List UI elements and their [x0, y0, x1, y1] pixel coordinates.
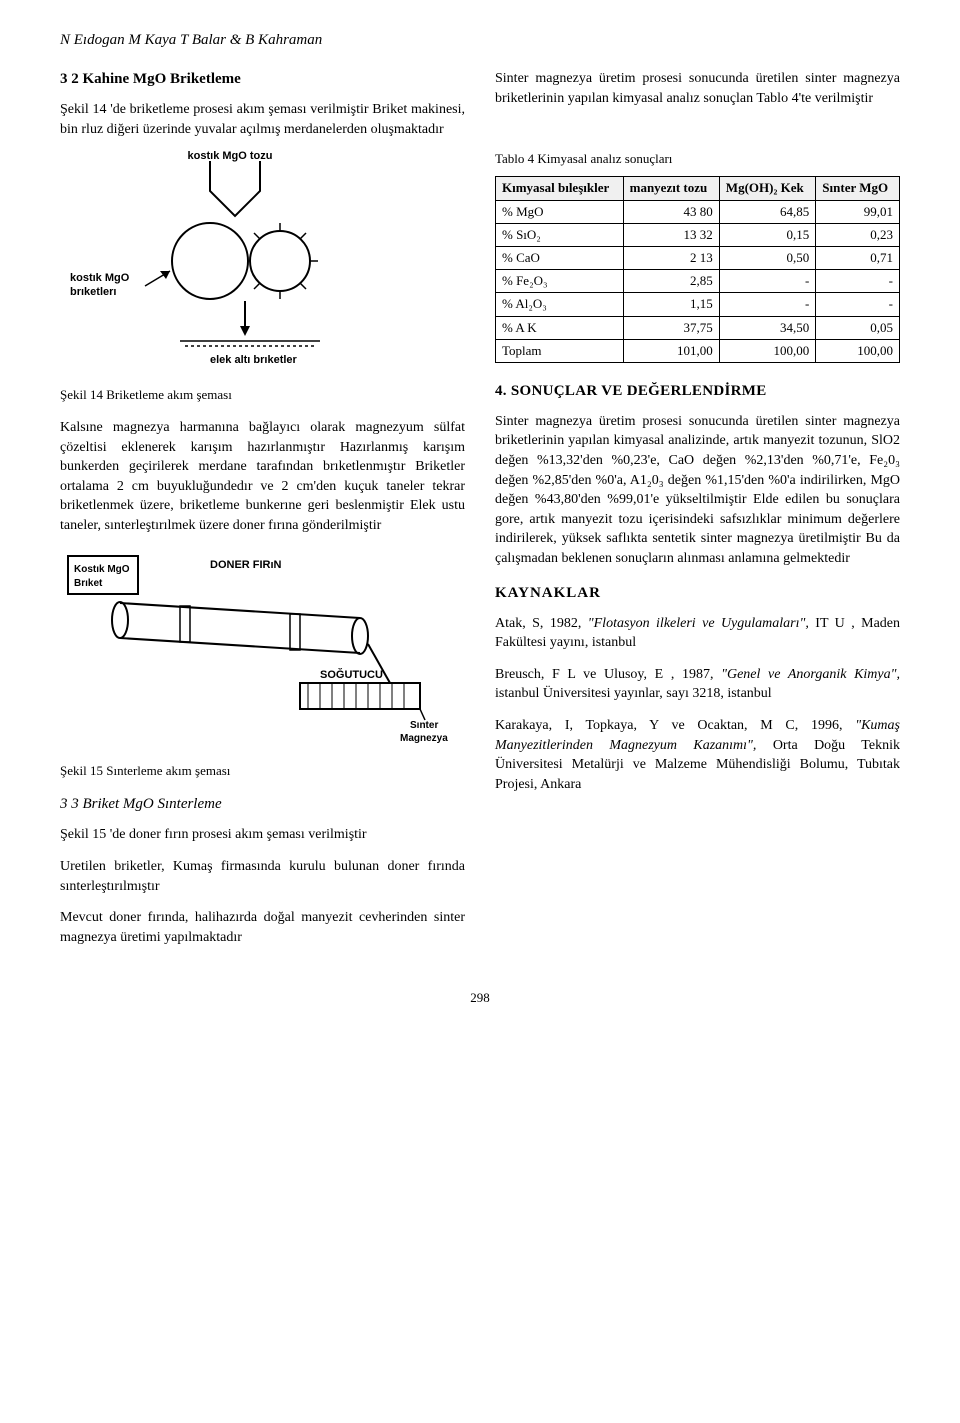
fig14-label-left-2: brıketlerı [70, 286, 116, 298]
table-row: % A K37,7534,500,05 [496, 316, 900, 339]
author-line: N Eıdogan M Kaya T Balar & B Kahraman [60, 30, 900, 51]
table-cell: 37,75 [623, 316, 719, 339]
ref-italic: "Genel ve Anorganik Kimya", [721, 667, 900, 682]
figure-15-caption: Şekil 15 Sınterleme akım şeması [60, 762, 465, 780]
ref-text: Karakaya, I, Topkaya, Y ve Ocaktan, M C,… [495, 718, 855, 733]
left-paragraph-3: Şekil 15 'de doner fırın prosesi akım şe… [60, 825, 465, 845]
table-cell: % Fe₂O₃ [496, 270, 624, 293]
table-header-row: Kımyasal bıleşıkler manyezıt tozu Mg(OH)… [496, 177, 900, 200]
table-cell: 100,00 [816, 339, 900, 362]
table-cell: 34,50 [719, 316, 816, 339]
table-header-cell: Mg(OH)₂ Kek [719, 177, 816, 200]
table-cell: 101,00 [623, 339, 719, 362]
figure-14: kostık MgO tozu kostık MgO brıketlerı [60, 151, 465, 378]
ref-text: Breusch, F L ve Ulusoy, E , 1987, [495, 667, 721, 682]
fig15-out-2: Magnezya [400, 733, 448, 744]
fig15-out-1: Sınter [410, 720, 438, 731]
reference-1: Atak, S, 1982, "Flotasyon ilkeleri ve Uy… [495, 614, 900, 653]
table-cell: 1,15 [623, 293, 719, 316]
fig14-label-left-1: kostık MgO [70, 272, 130, 284]
page-number: 298 [60, 989, 900, 1007]
table-cell: % Al₂O₃ [496, 293, 624, 316]
table-row: % Fe₂O₃2,85-- [496, 270, 900, 293]
table-cell: 100,00 [719, 339, 816, 362]
right-paragraph-1: Sinter magnezya üretim prosesi sonucunda… [495, 69, 900, 108]
table-cell: % SıO₂ [496, 223, 624, 246]
table-row: % SıO₂13 320,150,23 [496, 223, 900, 246]
ref-italic: "Flotasyon ilkeleri ve Uygulamaları", [588, 616, 809, 631]
table-row: % CaO2 130,500,71 [496, 246, 900, 269]
table-cell: 2,85 [623, 270, 719, 293]
right-paragraph-2: Sinter magnezya üretim prosesi sonucunda… [495, 412, 900, 569]
table-cell: Toplam [496, 339, 624, 362]
table-cell: 13 32 [623, 223, 719, 246]
left-paragraph-5: Mevcut doner fırında, halihazırda doğal … [60, 908, 465, 947]
reference-2: Breusch, F L ve Ulusoy, E , 1987, "Genel… [495, 665, 900, 704]
table-cell: - [816, 270, 900, 293]
table-4: Kımyasal bıleşıkler manyezıt tozu Mg(OH)… [495, 176, 900, 363]
table-cell: 2 13 [623, 246, 719, 269]
table-header-cell: Sınter MgO [816, 177, 900, 200]
fig14-label-top: kostık MgO tozu [188, 151, 273, 162]
left-column: 3 2 Kahine MgO Briketleme Şekil 14 'de b… [60, 69, 465, 959]
table-cell: 0,23 [816, 223, 900, 246]
section-4-title: 4. SONUÇLAR VE DEĞERLENDİRME [495, 381, 900, 402]
section-3-3-title: 3 3 Briket MgO Sınterleme [60, 794, 465, 815]
table-cell: % MgO [496, 200, 624, 223]
table-row: % Al₂O₃1,15-- [496, 293, 900, 316]
ref-text: istanbul Üniversitesi yayınlar, sayı 321… [495, 686, 772, 701]
two-column-layout: 3 2 Kahine MgO Briketleme Şekil 14 'de b… [60, 69, 900, 959]
table-cell: 64,85 [719, 200, 816, 223]
table-cell: 0,50 [719, 246, 816, 269]
fig15-firin-label: DONER FIRıN [210, 559, 282, 571]
table-cell: 0,71 [816, 246, 900, 269]
section-3-2-title: 3 2 Kahine MgO Briketleme [60, 69, 465, 90]
left-paragraph-4: Uretilen briketler, Kumaş firmasında kur… [60, 857, 465, 896]
references-title: KAYNAKLAR [495, 583, 900, 604]
table-cell: - [719, 270, 816, 293]
fig15-briket-1: Kostık MgO [74, 564, 130, 575]
table-cell: - [816, 293, 900, 316]
table-cell: % A K [496, 316, 624, 339]
left-paragraph-2: Kalsıne magnezya harmanına bağlayıcı ola… [60, 418, 465, 536]
table-4-caption: Tablo 4 Kimyasal analız sonuçları [495, 150, 900, 168]
table-header-cell: Kımyasal bıleşıkler [496, 177, 624, 200]
table-cell: 99,01 [816, 200, 900, 223]
table-cell: 0,15 [719, 223, 816, 246]
fig14-label-bottom: elek altı brıketler [210, 354, 298, 366]
table-cell: - [719, 293, 816, 316]
table-cell: 0,05 [816, 316, 900, 339]
fig15-briket-2: Brıket [74, 578, 103, 589]
left-paragraph-1: Şekil 14 'de briketleme prosesi akım şem… [60, 100, 465, 139]
table-cell: % CaO [496, 246, 624, 269]
figure-15-svg: Kostık MgO Brıket DONER FIRıN SOĞUTUCU [60, 548, 460, 748]
table-header-cell: manyezıt tozu [623, 177, 719, 200]
fig15-sogutucu-label: SOĞUTUCU [320, 668, 383, 681]
table-row: Toplam101,00100,00100,00 [496, 339, 900, 362]
table-row: % MgO43 8064,8599,01 [496, 200, 900, 223]
figure-15: Kostık MgO Brıket DONER FIRıN SOĞUTUCU [60, 548, 465, 755]
reference-3: Karakaya, I, Topkaya, Y ve Ocaktan, M C,… [495, 716, 900, 794]
figure-14-caption: Şekil 14 Briketleme akım şeması [60, 386, 465, 404]
ref-text: Atak, S, 1982, [495, 616, 588, 631]
figure-14-svg: kostık MgO tozu kostık MgO brıketlerı [60, 151, 420, 371]
table-cell: 43 80 [623, 200, 719, 223]
right-column: Sinter magnezya üretim prosesi sonucunda… [495, 69, 900, 959]
